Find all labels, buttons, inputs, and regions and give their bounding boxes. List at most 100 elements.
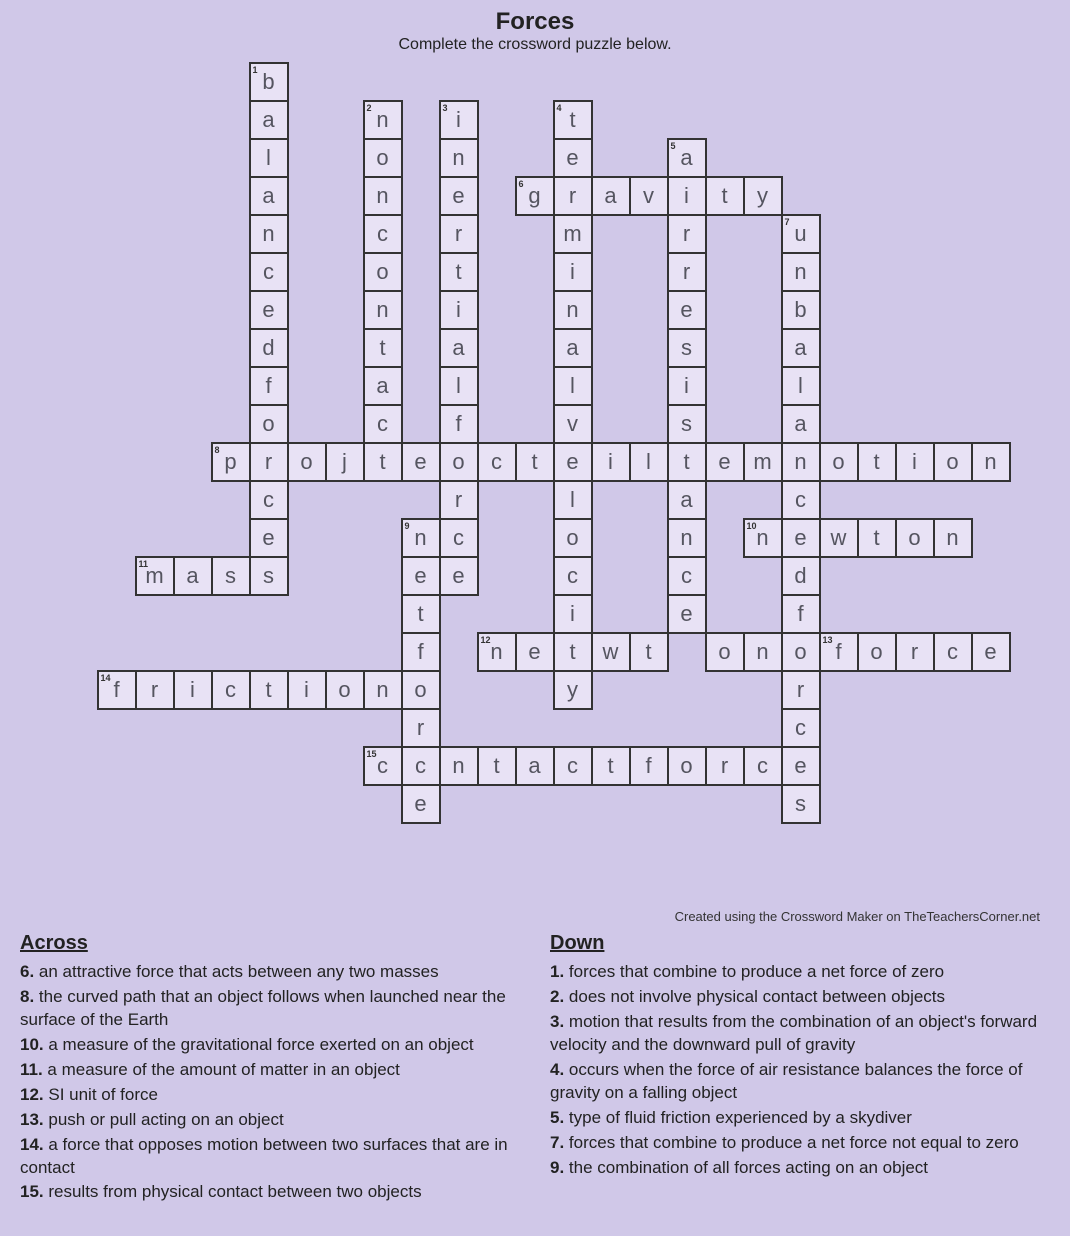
crossword-cell[interactable]: t xyxy=(516,443,554,481)
crossword-cell[interactable]: r xyxy=(136,671,174,709)
crossword-cell[interactable]: r xyxy=(668,215,706,253)
crossword-cell[interactable]: n xyxy=(554,291,592,329)
crossword-cell[interactable]: 2n xyxy=(364,101,402,139)
crossword-cell[interactable]: b xyxy=(782,291,820,329)
crossword-cell[interactable]: t xyxy=(478,747,516,785)
crossword-cell[interactable]: c xyxy=(364,215,402,253)
crossword-cell[interactable]: e xyxy=(250,291,288,329)
crossword-cell[interactable]: r xyxy=(668,253,706,291)
crossword-cell[interactable]: e xyxy=(402,785,440,823)
crossword-cell[interactable]: 11m xyxy=(136,557,174,595)
crossword-cell[interactable]: 8p xyxy=(212,443,250,481)
crossword-cell[interactable]: c xyxy=(250,481,288,519)
crossword-cell[interactable]: 4t xyxy=(554,101,592,139)
crossword-cell[interactable]: t xyxy=(706,177,744,215)
crossword-cell[interactable]: c xyxy=(402,747,440,785)
crossword-cell[interactable]: t xyxy=(858,519,896,557)
crossword-cell[interactable]: a xyxy=(250,101,288,139)
crossword-cell[interactable]: 9n xyxy=(402,519,440,557)
crossword-cell[interactable]: a xyxy=(516,747,554,785)
crossword-cell[interactable]: d xyxy=(250,329,288,367)
crossword-cell[interactable]: e xyxy=(250,519,288,557)
crossword-cell[interactable]: l xyxy=(554,367,592,405)
crossword-cell[interactable]: c xyxy=(782,709,820,747)
crossword-cell[interactable]: y xyxy=(554,671,592,709)
crossword-cell[interactable]: t xyxy=(250,671,288,709)
crossword-cell[interactable]: r xyxy=(706,747,744,785)
crossword-cell[interactable]: y xyxy=(744,177,782,215)
crossword-cell[interactable]: a xyxy=(554,329,592,367)
crossword-cell[interactable]: o xyxy=(364,253,402,291)
crossword-cell[interactable]: 13f xyxy=(820,633,858,671)
crossword-cell[interactable]: o xyxy=(288,443,326,481)
crossword-cell[interactable]: c xyxy=(744,747,782,785)
crossword-cell[interactable]: f xyxy=(402,633,440,671)
crossword-cell[interactable]: c xyxy=(554,747,592,785)
crossword-cell[interactable]: n xyxy=(364,177,402,215)
crossword-cell[interactable]: i xyxy=(174,671,212,709)
crossword-cell[interactable]: s xyxy=(782,785,820,823)
crossword-cell[interactable]: t xyxy=(858,443,896,481)
crossword-cell[interactable]: e xyxy=(516,633,554,671)
crossword-cell[interactable]: i xyxy=(554,253,592,291)
crossword-cell[interactable]: t xyxy=(554,633,592,671)
crossword-cell[interactable]: t xyxy=(402,595,440,633)
crossword-cell[interactable]: e xyxy=(782,519,820,557)
crossword-cell[interactable]: t xyxy=(440,253,478,291)
crossword-cell[interactable]: e xyxy=(554,443,592,481)
crossword-cell[interactable]: i xyxy=(896,443,934,481)
crossword-cell[interactable]: n xyxy=(440,139,478,177)
crossword-cell[interactable]: s xyxy=(250,557,288,595)
crossword-cell[interactable]: 3i xyxy=(440,101,478,139)
crossword-cell[interactable]: d xyxy=(782,557,820,595)
crossword-cell[interactable]: 5a xyxy=(668,139,706,177)
crossword-cell[interactable]: o xyxy=(554,519,592,557)
crossword-cell[interactable]: n xyxy=(364,671,402,709)
crossword-cell[interactable]: c xyxy=(440,519,478,557)
crossword-cell[interactable]: n xyxy=(934,519,972,557)
crossword-cell[interactable]: s xyxy=(668,329,706,367)
crossword-cell[interactable]: e xyxy=(440,177,478,215)
crossword-cell[interactable]: a xyxy=(592,177,630,215)
crossword-cell[interactable]: f xyxy=(440,405,478,443)
crossword-cell[interactable]: 1b xyxy=(250,63,288,101)
crossword-cell[interactable]: w xyxy=(820,519,858,557)
crossword-cell[interactable]: n xyxy=(364,291,402,329)
crossword-cell[interactable]: t xyxy=(592,747,630,785)
crossword-cell[interactable]: c xyxy=(250,253,288,291)
crossword-cell[interactable]: t xyxy=(630,633,668,671)
crossword-cell[interactable]: o xyxy=(820,443,858,481)
crossword-cell[interactable]: o xyxy=(402,671,440,709)
crossword-cell[interactable]: r xyxy=(896,633,934,671)
crossword-cell[interactable]: o xyxy=(326,671,364,709)
crossword-cell[interactable]: v xyxy=(630,177,668,215)
crossword-cell[interactable]: c xyxy=(478,443,516,481)
crossword-cell[interactable]: c xyxy=(668,557,706,595)
crossword-cell[interactable]: r xyxy=(554,177,592,215)
crossword-cell[interactable]: a xyxy=(250,177,288,215)
crossword-cell[interactable]: 15c xyxy=(364,747,402,785)
crossword-cell[interactable]: i xyxy=(592,443,630,481)
crossword-cell[interactable]: n xyxy=(972,443,1010,481)
crossword-cell[interactable]: l xyxy=(440,367,478,405)
crossword-cell[interactable]: o xyxy=(858,633,896,671)
crossword-cell[interactable]: f xyxy=(630,747,668,785)
crossword-cell[interactable]: r xyxy=(250,443,288,481)
crossword-cell[interactable]: m xyxy=(554,215,592,253)
crossword-cell[interactable]: r xyxy=(402,709,440,747)
crossword-cell[interactable]: c xyxy=(782,481,820,519)
crossword-cell[interactable]: n xyxy=(668,519,706,557)
crossword-cell[interactable]: a xyxy=(174,557,212,595)
crossword-cell[interactable]: t xyxy=(364,329,402,367)
crossword-cell[interactable]: e xyxy=(440,557,478,595)
crossword-cell[interactable]: j xyxy=(326,443,364,481)
crossword-cell[interactable]: e xyxy=(402,557,440,595)
crossword-cell[interactable]: l xyxy=(554,481,592,519)
crossword-cell[interactable]: a xyxy=(782,329,820,367)
crossword-cell[interactable]: l xyxy=(630,443,668,481)
crossword-cell[interactable]: o xyxy=(668,747,706,785)
crossword-cell[interactable]: c xyxy=(212,671,250,709)
crossword-cell[interactable]: n xyxy=(782,253,820,291)
crossword-cell[interactable]: s xyxy=(212,557,250,595)
crossword-cell[interactable]: o xyxy=(250,405,288,443)
